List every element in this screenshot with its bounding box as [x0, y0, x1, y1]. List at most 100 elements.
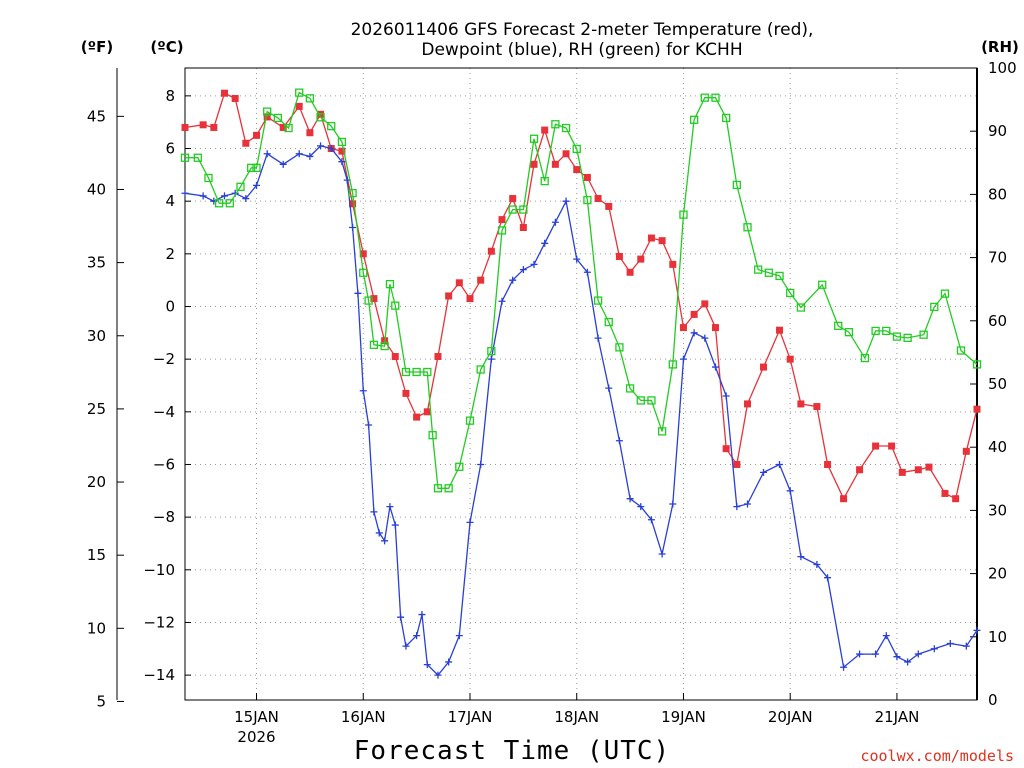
data-point [252, 163, 261, 173]
data-point [824, 460, 832, 468]
x-tick-label: 17JAN [448, 708, 493, 726]
celsius-tick-label: −12 [143, 613, 175, 631]
data-point [658, 237, 666, 245]
data-point [295, 150, 303, 158]
series-dewpoint [181, 142, 981, 679]
data-point [402, 389, 410, 397]
grid-lines [185, 68, 977, 700]
data-point [247, 163, 256, 173]
x-tick-label: 21JAN [875, 708, 920, 726]
plot-frame [184, 67, 978, 701]
data-point [813, 561, 821, 569]
credit-label: coolwx.com/models [860, 747, 1014, 765]
x-tick-label: 15JAN [234, 708, 279, 726]
data-point [647, 396, 656, 405]
x-axis-ticks: 15JAN 2026 16JAN 17JAN 18JAN 19JAN 20JAN 21JAN [234, 693, 919, 746]
data-point [679, 324, 687, 332]
data-point [181, 189, 189, 197]
data-point [657, 427, 667, 436]
data-point [840, 495, 848, 503]
x-tick-label: 19JAN [661, 708, 706, 726]
data-point [466, 295, 474, 303]
rh-tick-label: 80 [988, 185, 1007, 203]
data-point [508, 205, 517, 214]
data-point [583, 173, 591, 181]
fahrenheit-tick-label: 5 [96, 692, 106, 710]
chart-title-line2: Dewpoint (blue), RH (green) for KCHH [421, 40, 742, 60]
data-point [615, 437, 623, 445]
fahrenheit-tick-label: 10 [87, 619, 106, 637]
data-point [856, 650, 864, 658]
data-point [364, 296, 373, 305]
celsius-tick-label: 0 [165, 298, 175, 316]
data-point [337, 137, 347, 147]
data-point [279, 160, 287, 168]
fahrenheit-tick-label: 15 [87, 546, 106, 564]
data-point [722, 392, 730, 400]
data-point [594, 195, 602, 203]
data-point [615, 252, 623, 260]
data-point [284, 123, 293, 133]
data-point [487, 247, 495, 255]
data-point [541, 126, 549, 134]
data-point [711, 324, 719, 332]
rh-tick-label: 40 [988, 438, 1007, 456]
data-point [636, 396, 645, 405]
data-point [776, 460, 784, 468]
data-point [487, 355, 495, 363]
data-point [540, 176, 549, 186]
data-point [722, 445, 730, 453]
data-point [711, 93, 720, 102]
data-point [637, 503, 645, 511]
series-line [184, 145, 978, 677]
data-point [359, 387, 367, 395]
data-point [423, 661, 431, 669]
data-point [413, 413, 421, 421]
data-point [573, 166, 581, 174]
data-point [445, 292, 453, 300]
data-point [445, 658, 453, 666]
fahrenheit-axis-ticks: 45 40 35 30 25 20 15 10 5 [87, 107, 124, 710]
data-point [856, 466, 864, 474]
data-point [487, 346, 496, 356]
data-point [700, 93, 709, 102]
data-point [418, 611, 426, 619]
celsius-tick-label: −10 [143, 561, 175, 579]
data-point [428, 431, 437, 440]
data-point [365, 421, 373, 429]
data-point [625, 384, 635, 393]
data-point [444, 484, 453, 493]
data-point [193, 153, 202, 162]
series-rh [180, 88, 982, 493]
data-point [391, 521, 399, 529]
data-point [541, 239, 549, 247]
data-point [732, 180, 741, 190]
data-point [477, 276, 485, 284]
data-point [180, 153, 190, 162]
data-point [263, 107, 272, 116]
data-point [465, 416, 475, 425]
data-point [689, 115, 699, 124]
data-point [413, 632, 421, 640]
data-point [354, 289, 362, 297]
data-point [834, 321, 843, 331]
data-point [679, 210, 688, 219]
data-point [316, 113, 325, 122]
rh-tick-label: 0 [988, 691, 998, 709]
data-point [882, 632, 890, 640]
data-point [605, 202, 613, 210]
data-point [263, 150, 271, 158]
data-point [844, 328, 854, 337]
x-axis-label: Forecast Time (UTC) [354, 736, 670, 766]
data-point [615, 343, 624, 352]
data-point [529, 134, 539, 143]
data-point [530, 260, 538, 268]
data-point [348, 188, 357, 198]
data-point [338, 158, 346, 166]
data-point [946, 640, 954, 648]
data-point [962, 447, 970, 455]
data-point [760, 468, 768, 476]
data-point [956, 346, 966, 355]
data-point [888, 442, 896, 450]
